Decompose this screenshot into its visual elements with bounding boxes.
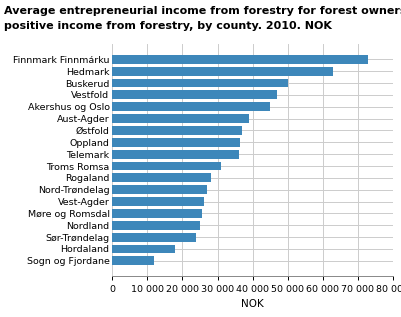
Bar <box>112 150 239 158</box>
Text: positive income from forestry, by county. 2010. NOK: positive income from forestry, by county… <box>4 21 332 31</box>
Bar <box>112 67 333 76</box>
Bar <box>112 79 288 87</box>
Bar <box>112 244 176 253</box>
Bar <box>112 209 202 218</box>
Bar <box>112 197 204 206</box>
Bar <box>112 90 277 99</box>
Bar <box>112 233 196 242</box>
Bar <box>112 221 200 230</box>
Bar <box>112 138 240 147</box>
Bar <box>112 126 242 135</box>
Bar <box>112 185 207 194</box>
Bar <box>112 102 270 111</box>
X-axis label: NOK: NOK <box>241 299 264 309</box>
Bar <box>112 162 221 171</box>
Bar <box>112 173 211 182</box>
Text: Average entrepreneurial income from forestry for forest owners with: Average entrepreneurial income from fore… <box>4 6 401 16</box>
Bar <box>112 256 154 265</box>
Bar <box>112 55 369 64</box>
Bar <box>112 114 249 123</box>
